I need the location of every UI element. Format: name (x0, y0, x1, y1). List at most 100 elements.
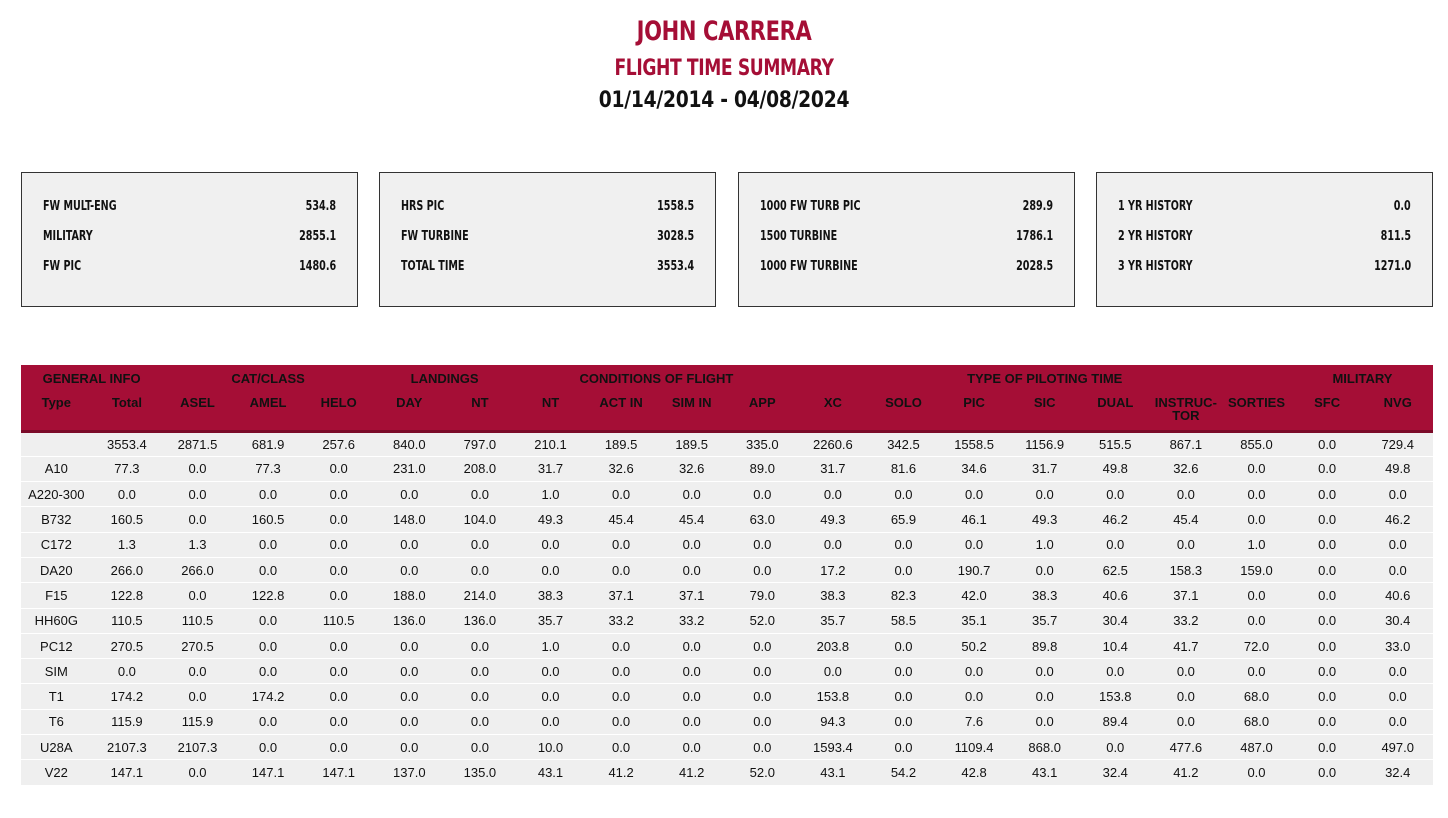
column-header[interactable]: ACT IN (585, 391, 657, 433)
table-cell: 89.8 (1009, 633, 1080, 660)
table-cell: 0.0 (1291, 557, 1363, 584)
column-header[interactable]: NT (444, 391, 516, 433)
table-row: V22 147.1 0.0 147.1 147.1 137.0 135.0 43.1 41.2 4… (21, 759, 1434, 786)
table-cell: 0.0 (656, 734, 727, 761)
table-cell: 0.0 (656, 709, 727, 736)
table-cell: 0.0 (1362, 709, 1434, 736)
table-cell: 0.0 (1362, 532, 1434, 558)
table-cell: 0.0 (515, 557, 586, 584)
column-header[interactable]: XC (797, 391, 869, 433)
table-cell: 477.6 (1150, 734, 1222, 761)
table-cell: 0.0 (162, 582, 233, 609)
summary-label: 1000 FW TURB PIC (760, 198, 861, 214)
table-cell: 0.0 (444, 481, 516, 508)
column-header[interactable]: DAY (374, 391, 445, 433)
table-cell: 0.0 (303, 683, 374, 710)
table-cell: 17.2 (797, 557, 869, 584)
table-cell: 122.8 (91, 582, 163, 609)
table-cell: 49.3 (515, 506, 586, 533)
table-cell: 0.0 (726, 709, 798, 736)
table-cell: 33.2 (656, 608, 727, 634)
column-header[interactable]: SIM IN (656, 391, 727, 433)
aircraft-type-cell: T6 (21, 709, 92, 736)
table-cell: 45.4 (656, 506, 727, 533)
column-header[interactable]: NT (515, 391, 586, 433)
table-cell: 35.1 (938, 608, 1010, 634)
column-header[interactable]: Total (91, 391, 163, 433)
table-cell: 160.5 (91, 506, 163, 533)
table-cell: 33.0 (1362, 633, 1434, 660)
table-cell: 0.0 (726, 633, 798, 660)
table-cell: 0.0 (1221, 582, 1292, 609)
table-cell: 174.2 (232, 683, 304, 710)
column-header[interactable]: Type (21, 391, 92, 433)
column-header[interactable]: NVG (1362, 391, 1434, 433)
table-cell: 89.4 (1079, 709, 1151, 736)
column-header[interactable]: INSTRUC-TOR (1150, 391, 1222, 433)
table-cell: 0.0 (303, 557, 374, 584)
aircraft-type-cell: A10 (21, 456, 92, 483)
column-header[interactable]: HELO (303, 391, 374, 433)
table-cell: 33.2 (1150, 608, 1222, 634)
aircraft-type-cell: C172 (21, 532, 92, 558)
column-header[interactable]: PIC (938, 391, 1010, 433)
table-cell: 147.1 (303, 759, 374, 786)
summary-value: 3553.4 (656, 258, 694, 274)
table-cell: 0.0 (1221, 456, 1292, 483)
table-cell: 270.5 (162, 633, 233, 660)
group-header: GENERAL INFO (21, 365, 163, 391)
table-cell: 1593.4 (797, 734, 869, 761)
column-header[interactable]: APP (726, 391, 798, 433)
table-cell: 32.4 (1362, 759, 1434, 786)
column-header[interactable]: AMEL (232, 391, 304, 433)
table-row: F15 122.8 0.0 122.8 0.0 188.0 214.0 38.3 37.1 37.… (21, 582, 1434, 609)
column-header[interactable]: SFC (1291, 391, 1363, 433)
table-cell: 54.2 (868, 759, 939, 786)
table-cell: 3553.4 (91, 431, 163, 457)
summary-label: MILITARY (43, 228, 93, 244)
table-cell: 49.3 (1009, 506, 1080, 533)
table-cell: 0.0 (1291, 683, 1363, 710)
table-cell: 37.1 (1150, 582, 1222, 609)
table-cell: 1.0 (515, 481, 586, 508)
table-cell: 68.0 (1221, 709, 1292, 736)
column-header[interactable]: SIC (1009, 391, 1080, 433)
table-cell: 0.0 (444, 683, 516, 710)
table-cell: 158.3 (1150, 557, 1222, 584)
table-cell: 0.0 (515, 658, 586, 685)
table-cell: 0.0 (1009, 557, 1080, 584)
summary-label: 1000 FW TURBINE (760, 258, 858, 274)
table-cell: 0.0 (938, 532, 1010, 558)
table-cell: 46.1 (938, 506, 1010, 533)
table-cell: 0.0 (303, 532, 374, 558)
report-title: FLIGHT TIME SUMMARY (614, 56, 834, 81)
column-header[interactable]: DUAL (1079, 391, 1151, 433)
table-cell: 2107.3 (91, 734, 163, 761)
group-header-row: GENERAL INFO CAT/CLASS LANDINGS CONDITIONS … (21, 365, 1434, 391)
column-header[interactable]: SORTIES (1221, 391, 1292, 433)
table-row: C172 1.3 1.3 0.0 0.0 0.0 0.0 0.0 0.0 0.0 0.0 0.0 0.0… (21, 532, 1434, 558)
table-cell: 0.0 (938, 658, 1010, 685)
table-cell: 0.0 (1150, 532, 1222, 558)
table-cell: 0.0 (1079, 734, 1151, 761)
table-cell: 208.0 (444, 456, 516, 483)
column-header[interactable]: SOLO (868, 391, 939, 433)
column-header[interactable]: ASEL (162, 391, 233, 433)
summary-row: 1500 TURBINE 1786.1 (760, 226, 1053, 246)
table-cell: 231.0 (374, 456, 445, 483)
table-cell: 0.0 (868, 658, 939, 685)
table-cell: 81.6 (868, 456, 939, 483)
table-cell: 32.6 (585, 456, 657, 483)
table-cell: 0.0 (585, 481, 657, 508)
table-cell: 0.0 (1291, 633, 1363, 660)
table-cell: 0.0 (938, 683, 1010, 710)
table-row: A220-300 0.0 0.0 0.0 0.0 0.0 0.0 1.0 0.0 0.0 0.0 0.… (21, 481, 1434, 508)
table-cell: 0.0 (303, 633, 374, 660)
table-cell: 0.0 (1291, 658, 1363, 685)
table-cell: 147.1 (232, 759, 304, 786)
table-row: A10 77.3 0.0 77.3 0.0 231.0 208.0 31.7 32.6 32.6 8… (21, 456, 1434, 483)
table-cell: 0.0 (656, 557, 727, 584)
table-cell: 43.1 (1009, 759, 1080, 786)
table-cell: 855.0 (1221, 431, 1292, 457)
summary-value: 534.8 (305, 198, 336, 214)
